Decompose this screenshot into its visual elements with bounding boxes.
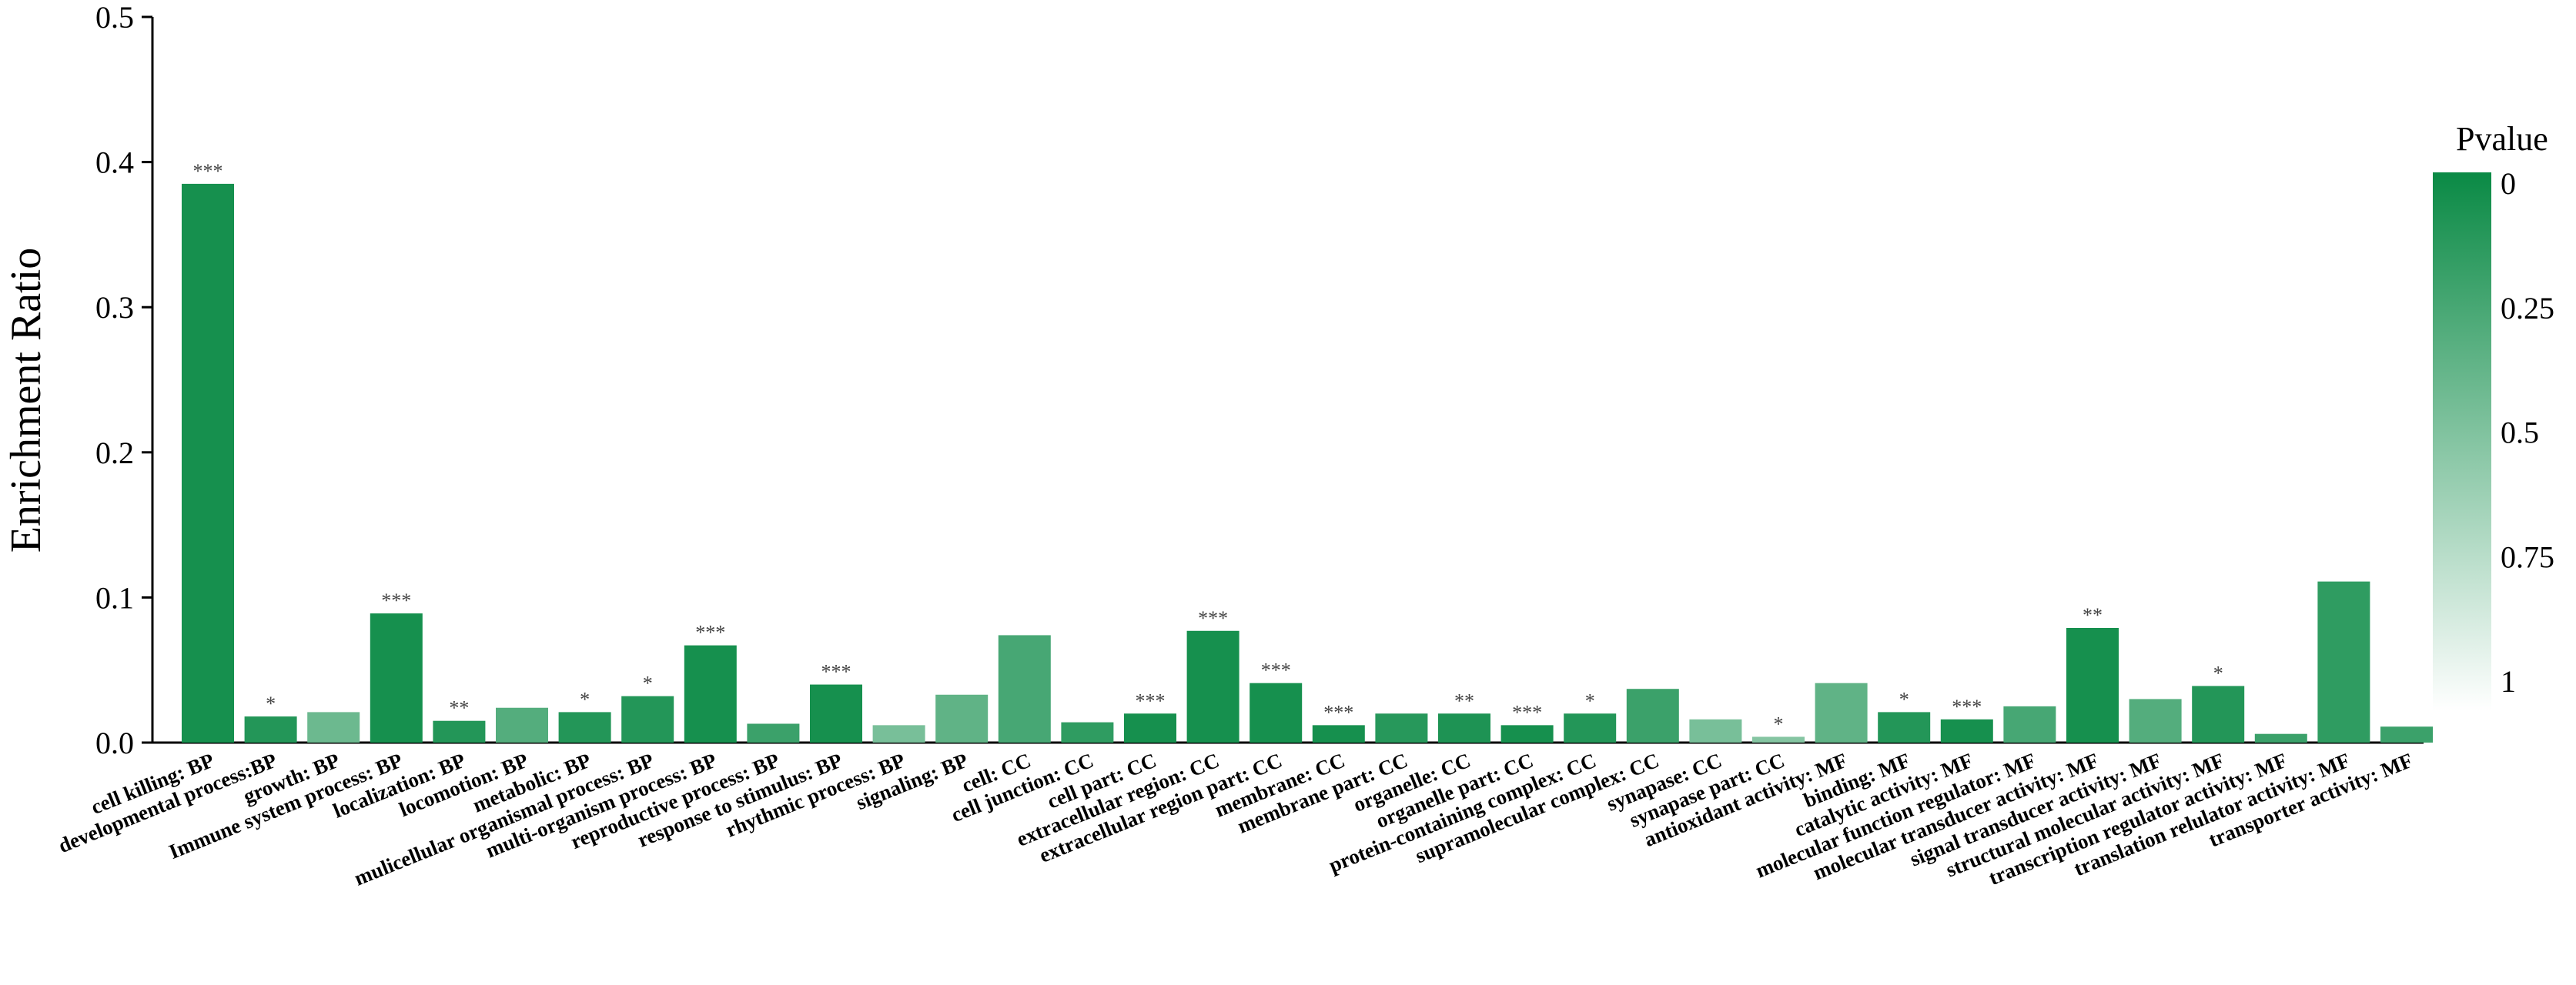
- significance-label: ***: [695, 622, 725, 644]
- bar: [1815, 683, 1868, 743]
- y-ticks: 0.0 0.1 0.2 0.3 0.4 0.5: [95, 0, 152, 760]
- legend: Pvalue 0 0.25 0.5 0.75 1: [2433, 120, 2554, 711]
- bar: [1878, 712, 1931, 743]
- bar: [1752, 736, 1805, 743]
- significance-label: *: [266, 693, 276, 715]
- y-tick-label: 0.1: [95, 580, 134, 615]
- bar: [1375, 713, 1428, 743]
- significance-label: ***: [1136, 690, 1166, 712]
- significance-label: **: [2083, 604, 2103, 626]
- bar: [2192, 686, 2245, 743]
- legend-tick-label: 0: [2501, 166, 2516, 201]
- bar: [496, 707, 548, 743]
- bar: [1500, 725, 1554, 743]
- bar: [182, 183, 234, 743]
- bar: [810, 684, 862, 743]
- significance-label: *: [1585, 690, 1595, 712]
- bar: [2254, 733, 2307, 743]
- bar: [307, 712, 360, 743]
- bar: [2003, 706, 2056, 743]
- legend-ticks: 0 0.25 0.5 0.75 1: [2501, 166, 2554, 699]
- significance-label: **: [1454, 690, 1474, 712]
- y-tick-label: 0.0: [95, 726, 134, 760]
- y-tick-label: 0.5: [95, 0, 134, 35]
- bar: [684, 645, 737, 743]
- bar: [370, 613, 423, 743]
- y-tick-label: 0.4: [95, 145, 134, 180]
- significance-label: *: [1774, 713, 1784, 735]
- significance-labels: ********* **************************** ***…: [193, 160, 2223, 736]
- y-axis-title: Enrichment Ratio: [2, 248, 50, 553]
- significance-label: *: [2213, 662, 2223, 684]
- legend-title: Pvalue: [2456, 120, 2548, 158]
- legend-tick-label: 0.25: [2501, 291, 2554, 326]
- significance-label: **: [449, 697, 469, 720]
- bar: [747, 723, 800, 743]
- bar: [1186, 630, 1239, 743]
- bar: [1250, 683, 1303, 743]
- bar: [1438, 713, 1490, 743]
- significance-label: ***: [1323, 701, 1353, 723]
- bar: [1689, 719, 1742, 743]
- bar: [1124, 713, 1176, 743]
- legend-tick-label: 0.75: [2501, 539, 2554, 574]
- bar: [935, 694, 989, 743]
- bar: [1564, 713, 1617, 743]
- significance-label: ***: [381, 589, 411, 612]
- significance-label: *: [643, 673, 653, 695]
- bar: [1312, 725, 1365, 743]
- significance-label: ***: [1512, 701, 1542, 723]
- bar: [1061, 722, 1114, 743]
- significance-label: ***: [1198, 607, 1228, 629]
- significance-label: ***: [1952, 696, 1982, 718]
- bar: [872, 725, 925, 743]
- significance-label: ***: [821, 661, 851, 683]
- legend-tick-label: 0.5: [2501, 416, 2539, 450]
- bar: [433, 720, 486, 743]
- legend-colorbar: [2433, 172, 2491, 711]
- bar: [244, 716, 297, 743]
- y-tick-label: 0.2: [95, 436, 134, 470]
- bar: [2066, 628, 2119, 743]
- y-tick-label: 0.3: [95, 290, 134, 325]
- significance-label: ***: [193, 160, 223, 182]
- bar: [2129, 699, 2182, 743]
- bar: [2380, 726, 2433, 743]
- bar: [558, 712, 611, 743]
- bar: [1626, 689, 1679, 743]
- legend-tick-label: 1: [2501, 664, 2516, 699]
- significance-label: *: [1899, 688, 1909, 710]
- bar: [998, 635, 1051, 743]
- bar: [2317, 581, 2370, 743]
- significance-label: ***: [1261, 659, 1291, 682]
- bar: [621, 696, 674, 743]
- significance-label: *: [580, 688, 590, 710]
- bar: [1940, 719, 1993, 743]
- bars: [182, 183, 2433, 743]
